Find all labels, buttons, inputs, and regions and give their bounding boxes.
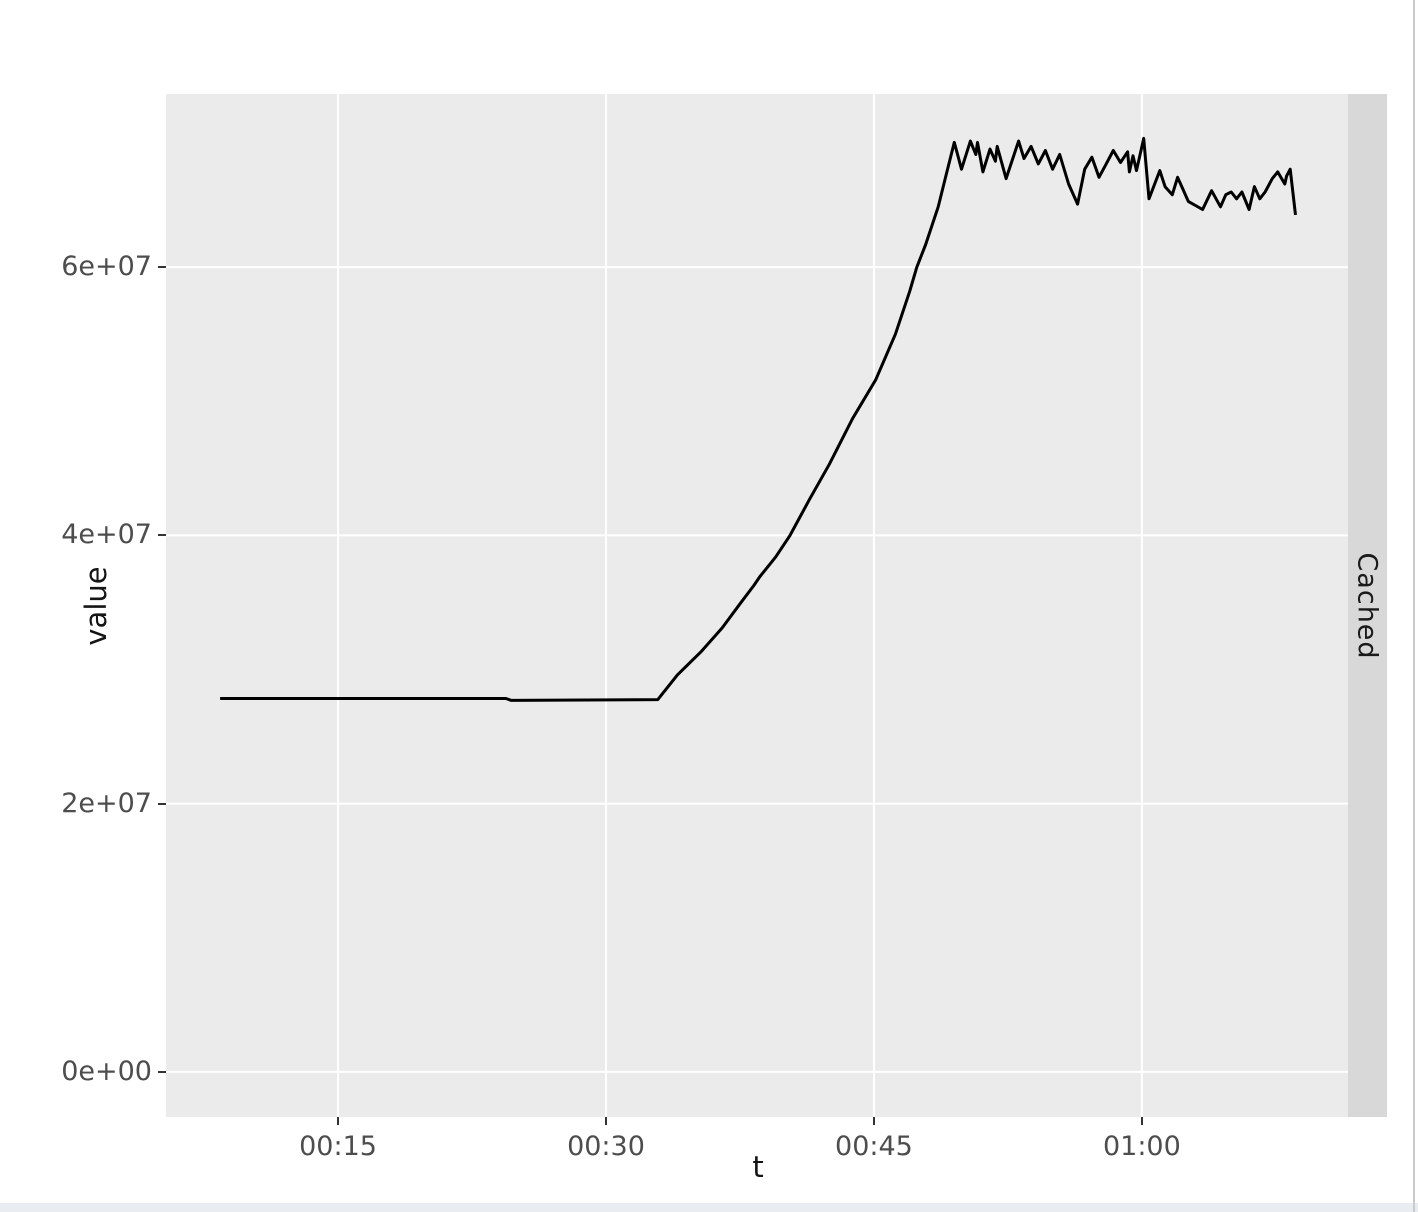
y-tick-label: 2e+07 (61, 787, 152, 819)
facet-strip (1348, 94, 1387, 1117)
x-axis-title: t (752, 1150, 764, 1184)
y-tick-label: 6e+07 (61, 251, 152, 283)
y-tick-mark (158, 266, 166, 269)
x-tick-label: 00:30 (567, 1131, 645, 1162)
y-tick-label: 0e+00 (61, 1055, 152, 1087)
viewer-right-border (1413, 0, 1415, 1212)
x-tick-mark (1140, 1117, 1143, 1125)
x-tick-label: 00:45 (835, 1131, 913, 1162)
plot-canvas (166, 94, 1350, 1117)
y-tick-mark (158, 802, 166, 805)
x-tick-label: 01:00 (1102, 1131, 1181, 1162)
x-tick-label: 00:15 (299, 1131, 377, 1162)
y-tick-mark (158, 534, 166, 537)
y-tick-label: 4e+07 (61, 519, 152, 551)
x-tick-mark (337, 1117, 340, 1125)
data-line (220, 136, 1297, 702)
x-tick-mark (604, 1117, 607, 1125)
x-tick-mark (872, 1117, 875, 1125)
plot-panel (166, 94, 1350, 1117)
y-tick-mark (158, 1070, 166, 1073)
facet-strip-label: Cached (1351, 552, 1383, 660)
y-axis-title: value (79, 566, 113, 646)
viewer-bottom-bar (0, 1203, 1418, 1212)
